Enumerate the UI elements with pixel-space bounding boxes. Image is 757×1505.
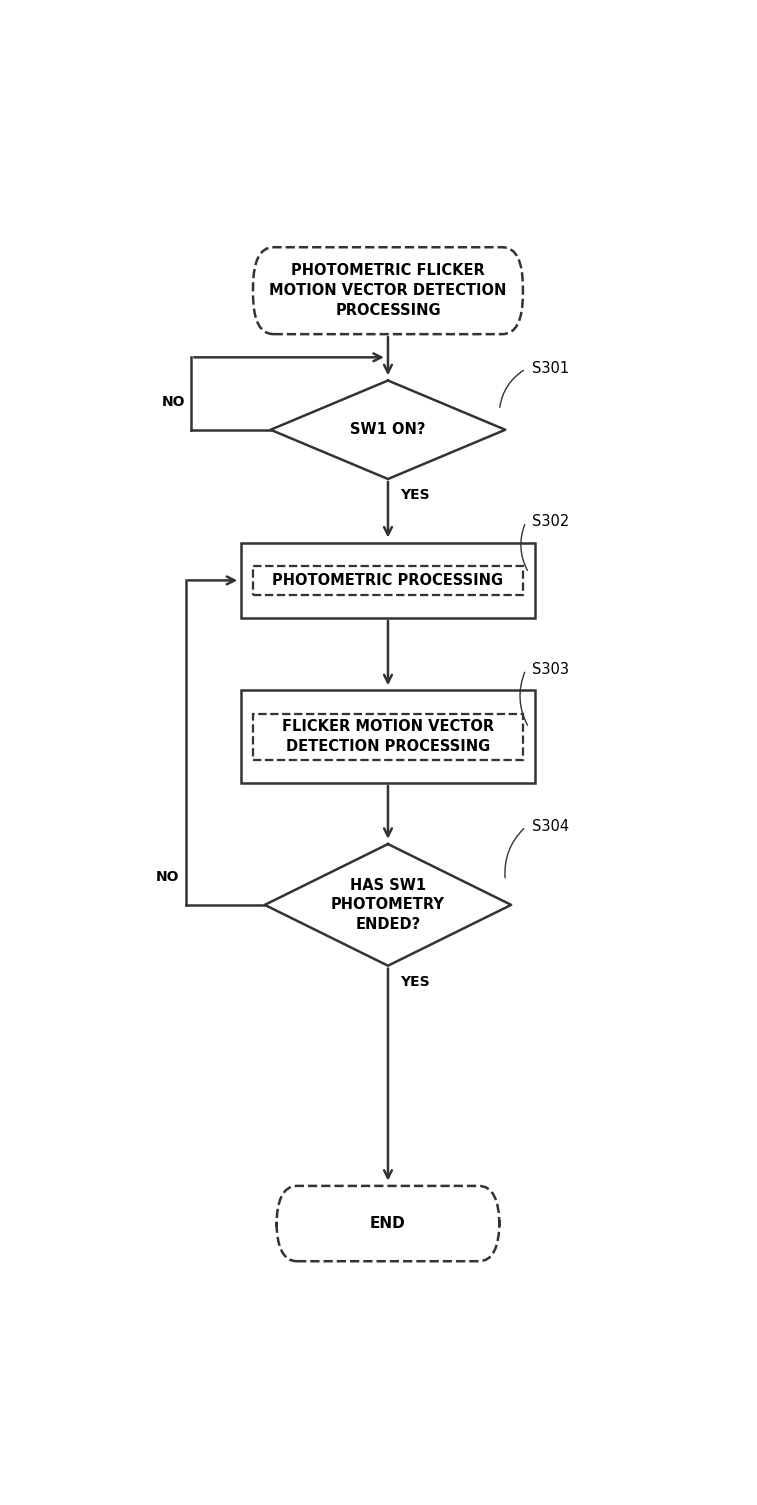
Text: FLICKER MOTION VECTOR
DETECTION PROCESSING: FLICKER MOTION VECTOR DETECTION PROCESSI… (282, 719, 494, 754)
Bar (253, 566, 523, 594)
Text: S302: S302 (531, 515, 569, 530)
Bar (241, 691, 534, 783)
Text: PHOTOMETRIC PROCESSING: PHOTOMETRIC PROCESSING (273, 573, 503, 588)
Text: NO: NO (156, 870, 179, 883)
Bar (253, 713, 523, 760)
Text: YES: YES (400, 975, 429, 989)
Text: YES: YES (400, 488, 429, 503)
Text: END: END (370, 1216, 406, 1231)
Text: SW1 ON?: SW1 ON? (350, 423, 425, 438)
Text: S301: S301 (531, 361, 569, 376)
Bar (241, 543, 534, 619)
FancyBboxPatch shape (253, 247, 523, 334)
Text: NO: NO (162, 394, 185, 409)
Text: S304: S304 (531, 819, 569, 834)
Text: PHOTOMETRIC FLICKER
MOTION VECTOR DETECTION
PROCESSING: PHOTOMETRIC FLICKER MOTION VECTOR DETECT… (269, 263, 506, 318)
Text: HAS SW1
PHOTOMETRY
ENDED?: HAS SW1 PHOTOMETRY ENDED? (331, 877, 445, 932)
Text: S303: S303 (531, 662, 569, 677)
FancyBboxPatch shape (276, 1186, 500, 1261)
